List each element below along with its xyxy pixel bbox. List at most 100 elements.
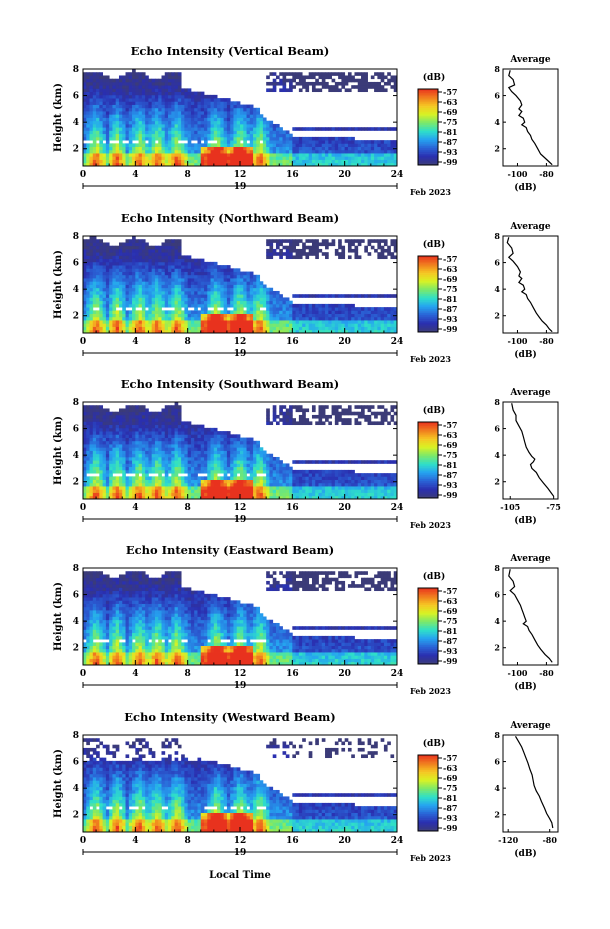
heatmap-cell bbox=[141, 313, 146, 318]
heatmap-cell bbox=[168, 136, 172, 141]
heatmap-cell bbox=[99, 75, 104, 80]
heatmap-cell bbox=[99, 265, 104, 269]
heatmap-cell bbox=[138, 258, 143, 263]
colorbar-tick-label: -93 bbox=[443, 314, 458, 324]
heatmap-cell bbox=[259, 323, 264, 327]
heatmap-cell bbox=[338, 303, 342, 308]
heatmap-cell bbox=[344, 136, 349, 141]
heatmap-cell bbox=[115, 252, 120, 256]
heatmap-cell bbox=[275, 162, 280, 167]
heatmap-cell bbox=[141, 421, 146, 426]
heatmap-cell bbox=[194, 316, 198, 321]
heatmap-cell bbox=[302, 153, 306, 157]
heatmap-cell bbox=[164, 326, 169, 331]
heatmap-cell bbox=[226, 114, 231, 118]
heatmap-cell bbox=[138, 72, 143, 76]
heatmap-cell bbox=[125, 287, 130, 292]
heatmap-cell bbox=[325, 85, 329, 89]
heatmap-cell bbox=[210, 146, 215, 151]
heatmap-cell bbox=[311, 153, 316, 157]
heatmap-cell bbox=[86, 316, 90, 321]
heatmap-cell bbox=[282, 130, 287, 135]
heatmap-cell bbox=[351, 316, 355, 321]
heatmap-cell bbox=[318, 313, 323, 318]
heatmap-cell bbox=[204, 284, 208, 289]
heatmap-cell bbox=[194, 117, 198, 122]
heatmap-cell bbox=[102, 85, 107, 89]
heatmap-cell bbox=[89, 130, 94, 135]
heatmap-cell bbox=[86, 300, 90, 305]
heatmap-cell bbox=[171, 252, 175, 256]
heatmap-cell bbox=[331, 153, 336, 157]
heatmap-cell bbox=[308, 140, 313, 144]
heatmap-cell bbox=[112, 159, 117, 164]
heatmap-cell bbox=[266, 153, 270, 157]
heatmap-cell bbox=[204, 104, 208, 109]
heatmap-cell bbox=[158, 101, 162, 105]
heatmap-cell bbox=[380, 88, 385, 93]
heatmap-cell bbox=[197, 284, 202, 289]
heatmap-cell bbox=[151, 284, 156, 289]
heatmap-cell bbox=[210, 281, 215, 285]
heatmap-cell bbox=[122, 414, 126, 419]
x-tick-label: 16 bbox=[286, 170, 299, 180]
heatmap-cell bbox=[223, 130, 228, 135]
heatmap-cell bbox=[184, 303, 189, 308]
heatmap-cell bbox=[138, 450, 143, 455]
heatmap-cell bbox=[197, 271, 202, 276]
heatmap-cell bbox=[187, 94, 192, 99]
heatmap-cell bbox=[154, 107, 159, 112]
heatmap-cell bbox=[315, 326, 319, 331]
heatmap-cell bbox=[115, 143, 120, 147]
heatmap-cell bbox=[377, 323, 382, 327]
heatmap-cell bbox=[357, 81, 362, 86]
heatmap-cell bbox=[102, 104, 107, 109]
heatmap-cell bbox=[370, 310, 375, 314]
heatmap-cell bbox=[109, 320, 113, 324]
heatmap-cell bbox=[102, 274, 107, 279]
heatmap-cell bbox=[207, 313, 211, 318]
heatmap-cell bbox=[334, 162, 339, 167]
heatmap-cell bbox=[115, 414, 120, 419]
heatmap-cell bbox=[325, 242, 329, 247]
heatmap-cell bbox=[279, 239, 283, 243]
heatmap-cell bbox=[266, 326, 270, 331]
heatmap-cell bbox=[125, 281, 130, 285]
heatmap-cell bbox=[105, 107, 110, 112]
heatmap-cell bbox=[83, 78, 87, 83]
heatmap-cell bbox=[357, 316, 362, 321]
heatmap-cell bbox=[154, 114, 159, 118]
heatmap-cell bbox=[171, 271, 175, 276]
heatmap-cell bbox=[207, 326, 211, 331]
heatmap-cell bbox=[240, 117, 244, 122]
heatmap-cell bbox=[154, 323, 159, 327]
heatmap-cell bbox=[174, 476, 179, 480]
heatmap-cell bbox=[207, 281, 211, 285]
heatmap-cell bbox=[141, 242, 146, 247]
heatmap-cell bbox=[138, 265, 143, 269]
heatmap-cell bbox=[311, 72, 316, 76]
heatmap-cell bbox=[347, 248, 352, 253]
heatmap-cell bbox=[204, 313, 208, 318]
heatmap-cell bbox=[233, 101, 238, 105]
heatmap-cell bbox=[184, 111, 189, 115]
heatmap-cell bbox=[249, 284, 254, 289]
heatmap-cell bbox=[370, 162, 375, 167]
heatmap-cell bbox=[164, 248, 169, 253]
heatmap-cell bbox=[344, 153, 349, 157]
heatmap-cell bbox=[200, 310, 205, 314]
heatmap-cell bbox=[115, 313, 120, 318]
heatmap-cell bbox=[190, 278, 195, 282]
heatmap-cell bbox=[236, 140, 241, 144]
heatmap-cell bbox=[217, 287, 221, 292]
heatmap-cell bbox=[292, 242, 296, 247]
heatmap-cell bbox=[118, 130, 123, 135]
heatmap-cell bbox=[344, 329, 349, 334]
heatmap-cell bbox=[226, 130, 231, 135]
heatmap-cell bbox=[334, 143, 339, 147]
heatmap-cell bbox=[184, 310, 189, 314]
heatmap-cell bbox=[148, 434, 153, 438]
heatmap-cell bbox=[210, 133, 215, 138]
heatmap-cell bbox=[266, 320, 270, 324]
heatmap-cell bbox=[145, 107, 149, 112]
